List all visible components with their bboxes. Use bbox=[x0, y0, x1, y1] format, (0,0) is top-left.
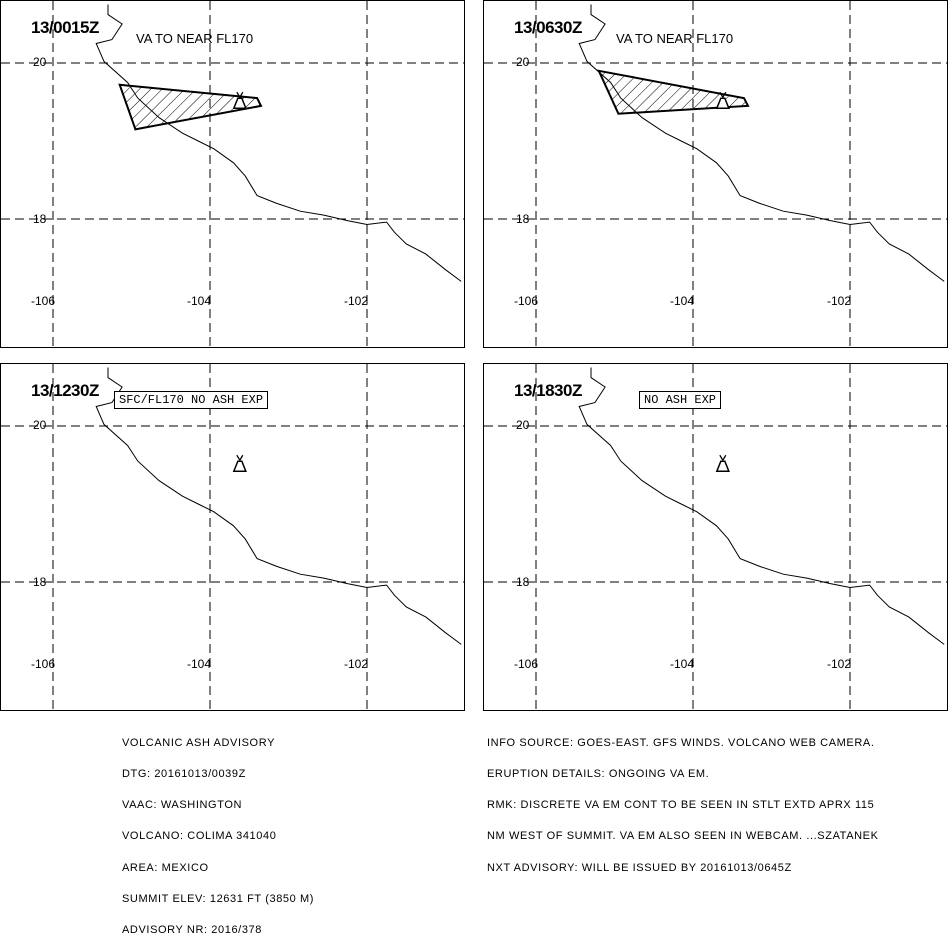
lat-label-18: 18 bbox=[516, 212, 530, 226]
lon-label-104: -104 bbox=[670, 657, 695, 671]
advisory-line: ADVISORY NR: 2016/378 bbox=[122, 924, 262, 937]
advisory-line: NXT ADVISORY: WILL BE ISSUED BY 20161013… bbox=[487, 861, 792, 874]
lon-label-106: -106 bbox=[514, 657, 539, 671]
advisory-line: RMK: DISCRETE VA EM CONT TO BE SEEN IN S… bbox=[487, 799, 875, 812]
lat-label-20: 20 bbox=[516, 55, 530, 69]
forecast-time-label: 13/1830Z bbox=[514, 381, 582, 400]
lat-label-20: 20 bbox=[516, 418, 530, 432]
lat-label-20: 20 bbox=[33, 55, 47, 69]
map-panel-1830z: 13/1830Z NO ASH EXP 20 18 -106 -104 -102 bbox=[483, 363, 948, 711]
advisory-line: VAAC: WASHINGTON bbox=[122, 799, 243, 812]
lon-label-104: -104 bbox=[670, 294, 695, 308]
lon-label-106: -106 bbox=[514, 294, 539, 308]
ash-height-note: VA TO NEAR FL170 bbox=[616, 31, 734, 46]
advisory-line: INFO SOURCE: GOES-EAST. GFS WINDS. VOLCA… bbox=[487, 736, 875, 749]
advisory-line: NM WEST OF SUMMIT. VA EM ALSO SEEN IN WE… bbox=[487, 830, 879, 843]
map-canvas bbox=[484, 1, 947, 347]
advisory-line: VOLCANIC ASH ADVISORY bbox=[122, 736, 276, 749]
lon-label-102: -102 bbox=[344, 657, 369, 671]
forecast-time-label: 13/1230Z bbox=[31, 381, 99, 400]
forecast-time-label: 13/0015Z bbox=[31, 18, 99, 37]
advisory-line: SUMMIT ELEV: 12631 FT (3850 M) bbox=[122, 892, 315, 905]
lon-label-106: -106 bbox=[31, 294, 56, 308]
coastline bbox=[95, 367, 462, 645]
map-panel-1230z: 13/1230Z SFC/FL170 NO ASH EXP 20 18 -106… bbox=[0, 363, 465, 711]
map-panel-0630z: 13/0630Z VA TO NEAR FL170 20 18 -106 -10… bbox=[483, 0, 948, 348]
map-canvas bbox=[1, 1, 464, 347]
volcano-icon bbox=[715, 454, 730, 472]
forecast-time-label: 13/0630Z bbox=[514, 18, 582, 37]
map-panel-0015z: 13/0015Z VA TO NEAR FL170 20 18 -106 -10… bbox=[0, 0, 465, 348]
ash-cloud-polygon bbox=[118, 83, 263, 131]
lon-label-102: -102 bbox=[827, 657, 852, 671]
lat-label-18: 18 bbox=[33, 575, 47, 589]
advisory-line: DTG: 20161013/0039Z bbox=[122, 768, 246, 781]
coastline bbox=[578, 367, 945, 645]
coastline bbox=[578, 4, 945, 282]
lat-label-18: 18 bbox=[33, 212, 47, 226]
advisory-details-block: INFO SOURCE: GOES-EAST. GFS WINDS. VOLCA… bbox=[487, 717, 879, 883]
advisory-line: AREA: MEXICO bbox=[122, 861, 209, 874]
coastline bbox=[95, 4, 462, 282]
advisory-header-block: VOLCANIC ASH ADVISORY DTG: 20161013/0039… bbox=[122, 717, 314, 946]
map-canvas bbox=[484, 364, 947, 710]
volcano-icon bbox=[232, 454, 247, 472]
lon-label-104: -104 bbox=[187, 657, 212, 671]
volcano-icon bbox=[715, 91, 730, 109]
advisory-line: VOLCANO: COLIMA 341040 bbox=[122, 830, 277, 843]
lon-label-102: -102 bbox=[344, 294, 369, 308]
lon-label-104: -104 bbox=[187, 294, 212, 308]
no-ash-note: SFC/FL170 NO ASH EXP bbox=[114, 391, 269, 409]
lat-label-20: 20 bbox=[33, 418, 47, 432]
ash-height-note: VA TO NEAR FL170 bbox=[136, 31, 254, 46]
no-ash-note: NO ASH EXP bbox=[639, 391, 722, 409]
lon-label-102: -102 bbox=[827, 294, 852, 308]
ash-cloud-polygon bbox=[597, 69, 750, 115]
volcano-icon bbox=[232, 91, 247, 109]
advisory-line: ERUPTION DETAILS: ONGOING VA EM. bbox=[487, 768, 710, 781]
lon-label-106: -106 bbox=[31, 657, 56, 671]
lat-label-18: 18 bbox=[516, 575, 530, 589]
map-canvas bbox=[1, 364, 464, 710]
